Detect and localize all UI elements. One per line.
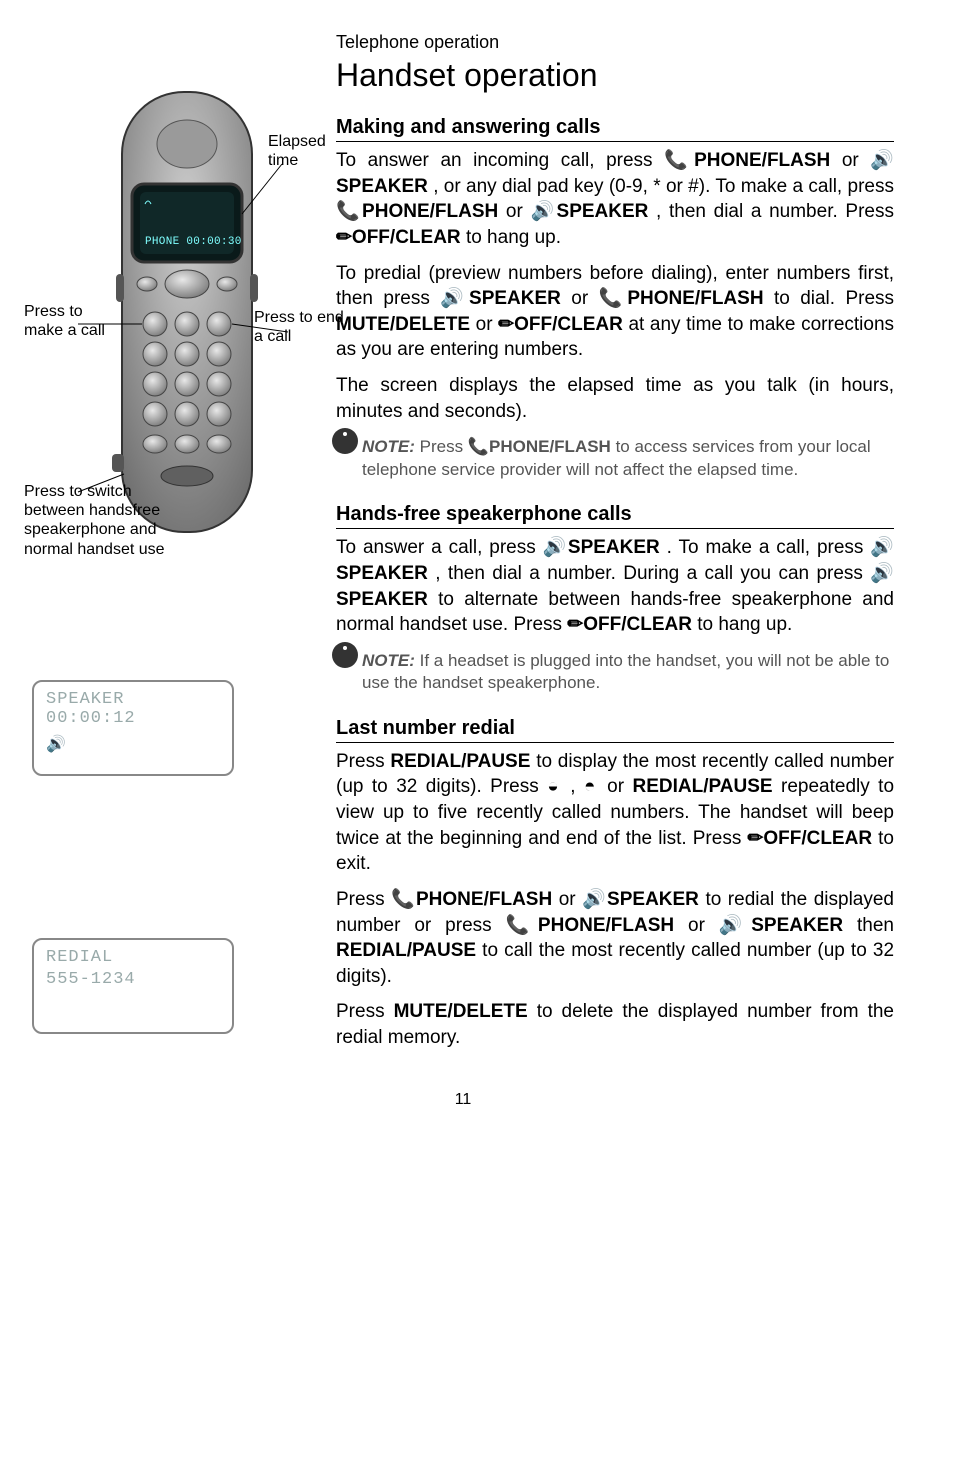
heading-making-calls: Making and answering calls [336, 116, 894, 142]
callout-elapsed-time: Elapsed time [268, 132, 334, 170]
making-p2: To predial (preview numbers before diali… [336, 261, 894, 364]
redial-p3: Press MUTE/DELETE to delete the displaye… [336, 999, 894, 1050]
lcd-redial-line1: REDIAL [46, 948, 220, 970]
heading-redial: Last number redial [336, 717, 894, 743]
speaker-icon: 🔊 [46, 734, 220, 756]
handset-diagram: PHONE 00:00:30 [32, 84, 332, 574]
info-icon [332, 642, 358, 668]
lcd-redial-line2: 555-1234 [46, 970, 220, 992]
info-icon [332, 428, 358, 454]
callout-make-call: Press to make a call [24, 302, 108, 340]
redial-p1: Press REDIAL/PAUSE to display the most r… [336, 749, 894, 877]
nav-down-icon: ◓ [584, 776, 599, 797]
lcd-speaker-line1: SPEAKER 00:00:12 [46, 690, 220, 712]
callout-speaker-switch: Press to switch between handsfree speake… [24, 482, 184, 559]
page-number: 11 [32, 1091, 894, 1109]
note-handsfree: NOTE: If a headset is plugged into the h… [362, 650, 894, 695]
handsfree-p1: To answer a call, press 🔊SPEAKER . To ma… [336, 535, 894, 638]
lcd-text: PHONE 00:00:30 [145, 236, 242, 248]
section-label: Telephone operation [336, 32, 894, 53]
heading-handsfree: Hands-free speakerphone calls [336, 503, 894, 529]
callout-end-call: Press to end a call [254, 308, 344, 346]
making-p3: The screen displays the elapsed time as … [336, 373, 894, 424]
page-title: Handset operation [336, 57, 894, 94]
note-making: NOTE: Press 📞PHONE/FLASH to access servi… [362, 436, 894, 481]
redial-p2: Press 📞PHONE/FLASH or 🔊SPEAKER to redial… [336, 887, 894, 990]
lcd-speaker-display: SPEAKER 00:00:12 🔊 [32, 680, 234, 776]
making-p1: To answer an incoming call, press 📞PHONE… [336, 148, 894, 251]
lcd-redial-display: REDIAL 555-1234 [32, 938, 234, 1034]
nav-up-icon: ◒ [547, 776, 562, 797]
